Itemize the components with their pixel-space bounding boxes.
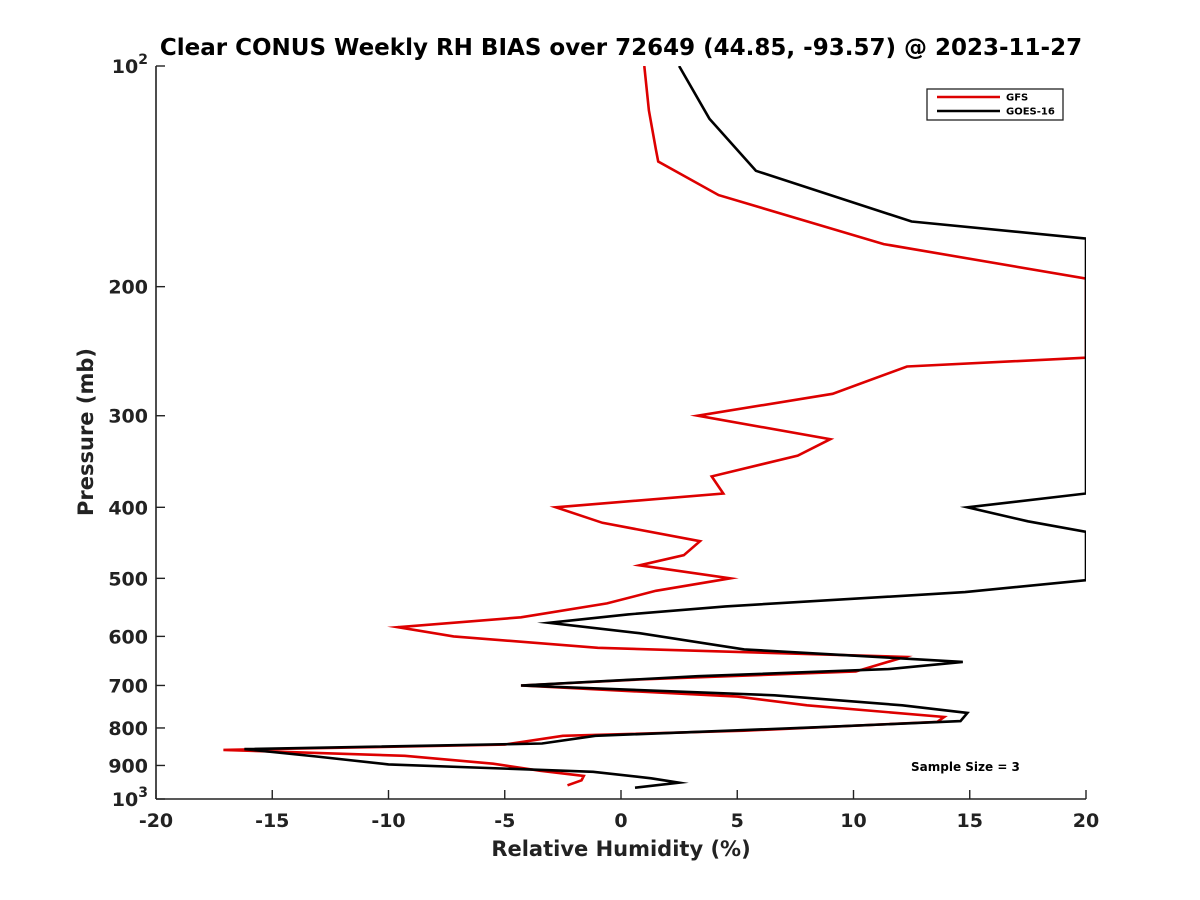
y-ticks: 102 200 300 400 500 600 700 800 900 103 <box>108 52 165 811</box>
y-tick-label: 102 <box>112 52 148 78</box>
x-tick-label: -5 <box>494 810 515 832</box>
y-tick-label: 103 <box>112 785 148 811</box>
y-tick-label: 900 <box>108 755 148 777</box>
x-tick-label: 5 <box>731 810 744 832</box>
series-line-goes16 <box>244 66 1086 789</box>
x-tick-label: -20 <box>139 810 173 832</box>
x-tick-label: 15 <box>957 810 983 832</box>
y-tick-label: 400 <box>108 497 148 519</box>
x-tick-label: -15 <box>255 810 289 832</box>
y-tick-label: 200 <box>108 277 148 299</box>
x-ticks: -20 -15 -10 -5 0 5 10 15 20 <box>139 790 1099 832</box>
x-tick-label: -10 <box>371 810 405 832</box>
x-tick-label: 20 <box>1073 810 1099 832</box>
series-layer <box>223 66 1086 789</box>
y-tick-label: 500 <box>108 568 148 590</box>
y-tick-label: 300 <box>108 406 148 428</box>
x-axis-label: Relative Humidity (%) <box>491 837 750 861</box>
legend-box <box>926 88 1064 121</box>
legend-label-gfs: GFS <box>1006 93 1028 104</box>
chart-title: Clear CONUS Weekly RH BIAS over 72649 (4… <box>160 35 1082 61</box>
y-tick-label: 700 <box>108 675 148 697</box>
y-tick-label: 600 <box>108 626 148 648</box>
x-tick-label: 0 <box>614 810 627 832</box>
legend: GFS GOES-16 <box>926 88 1064 121</box>
y-tick-label: 800 <box>108 718 148 740</box>
sample-size-annotation: Sample Size = 3 <box>911 760 1020 774</box>
series-line-gfs <box>223 66 1086 787</box>
legend-label-goes16: GOES-16 <box>1006 107 1055 118</box>
y-axis-label: Pressure (mb) <box>74 348 98 516</box>
x-tick-label: 10 <box>840 810 866 832</box>
